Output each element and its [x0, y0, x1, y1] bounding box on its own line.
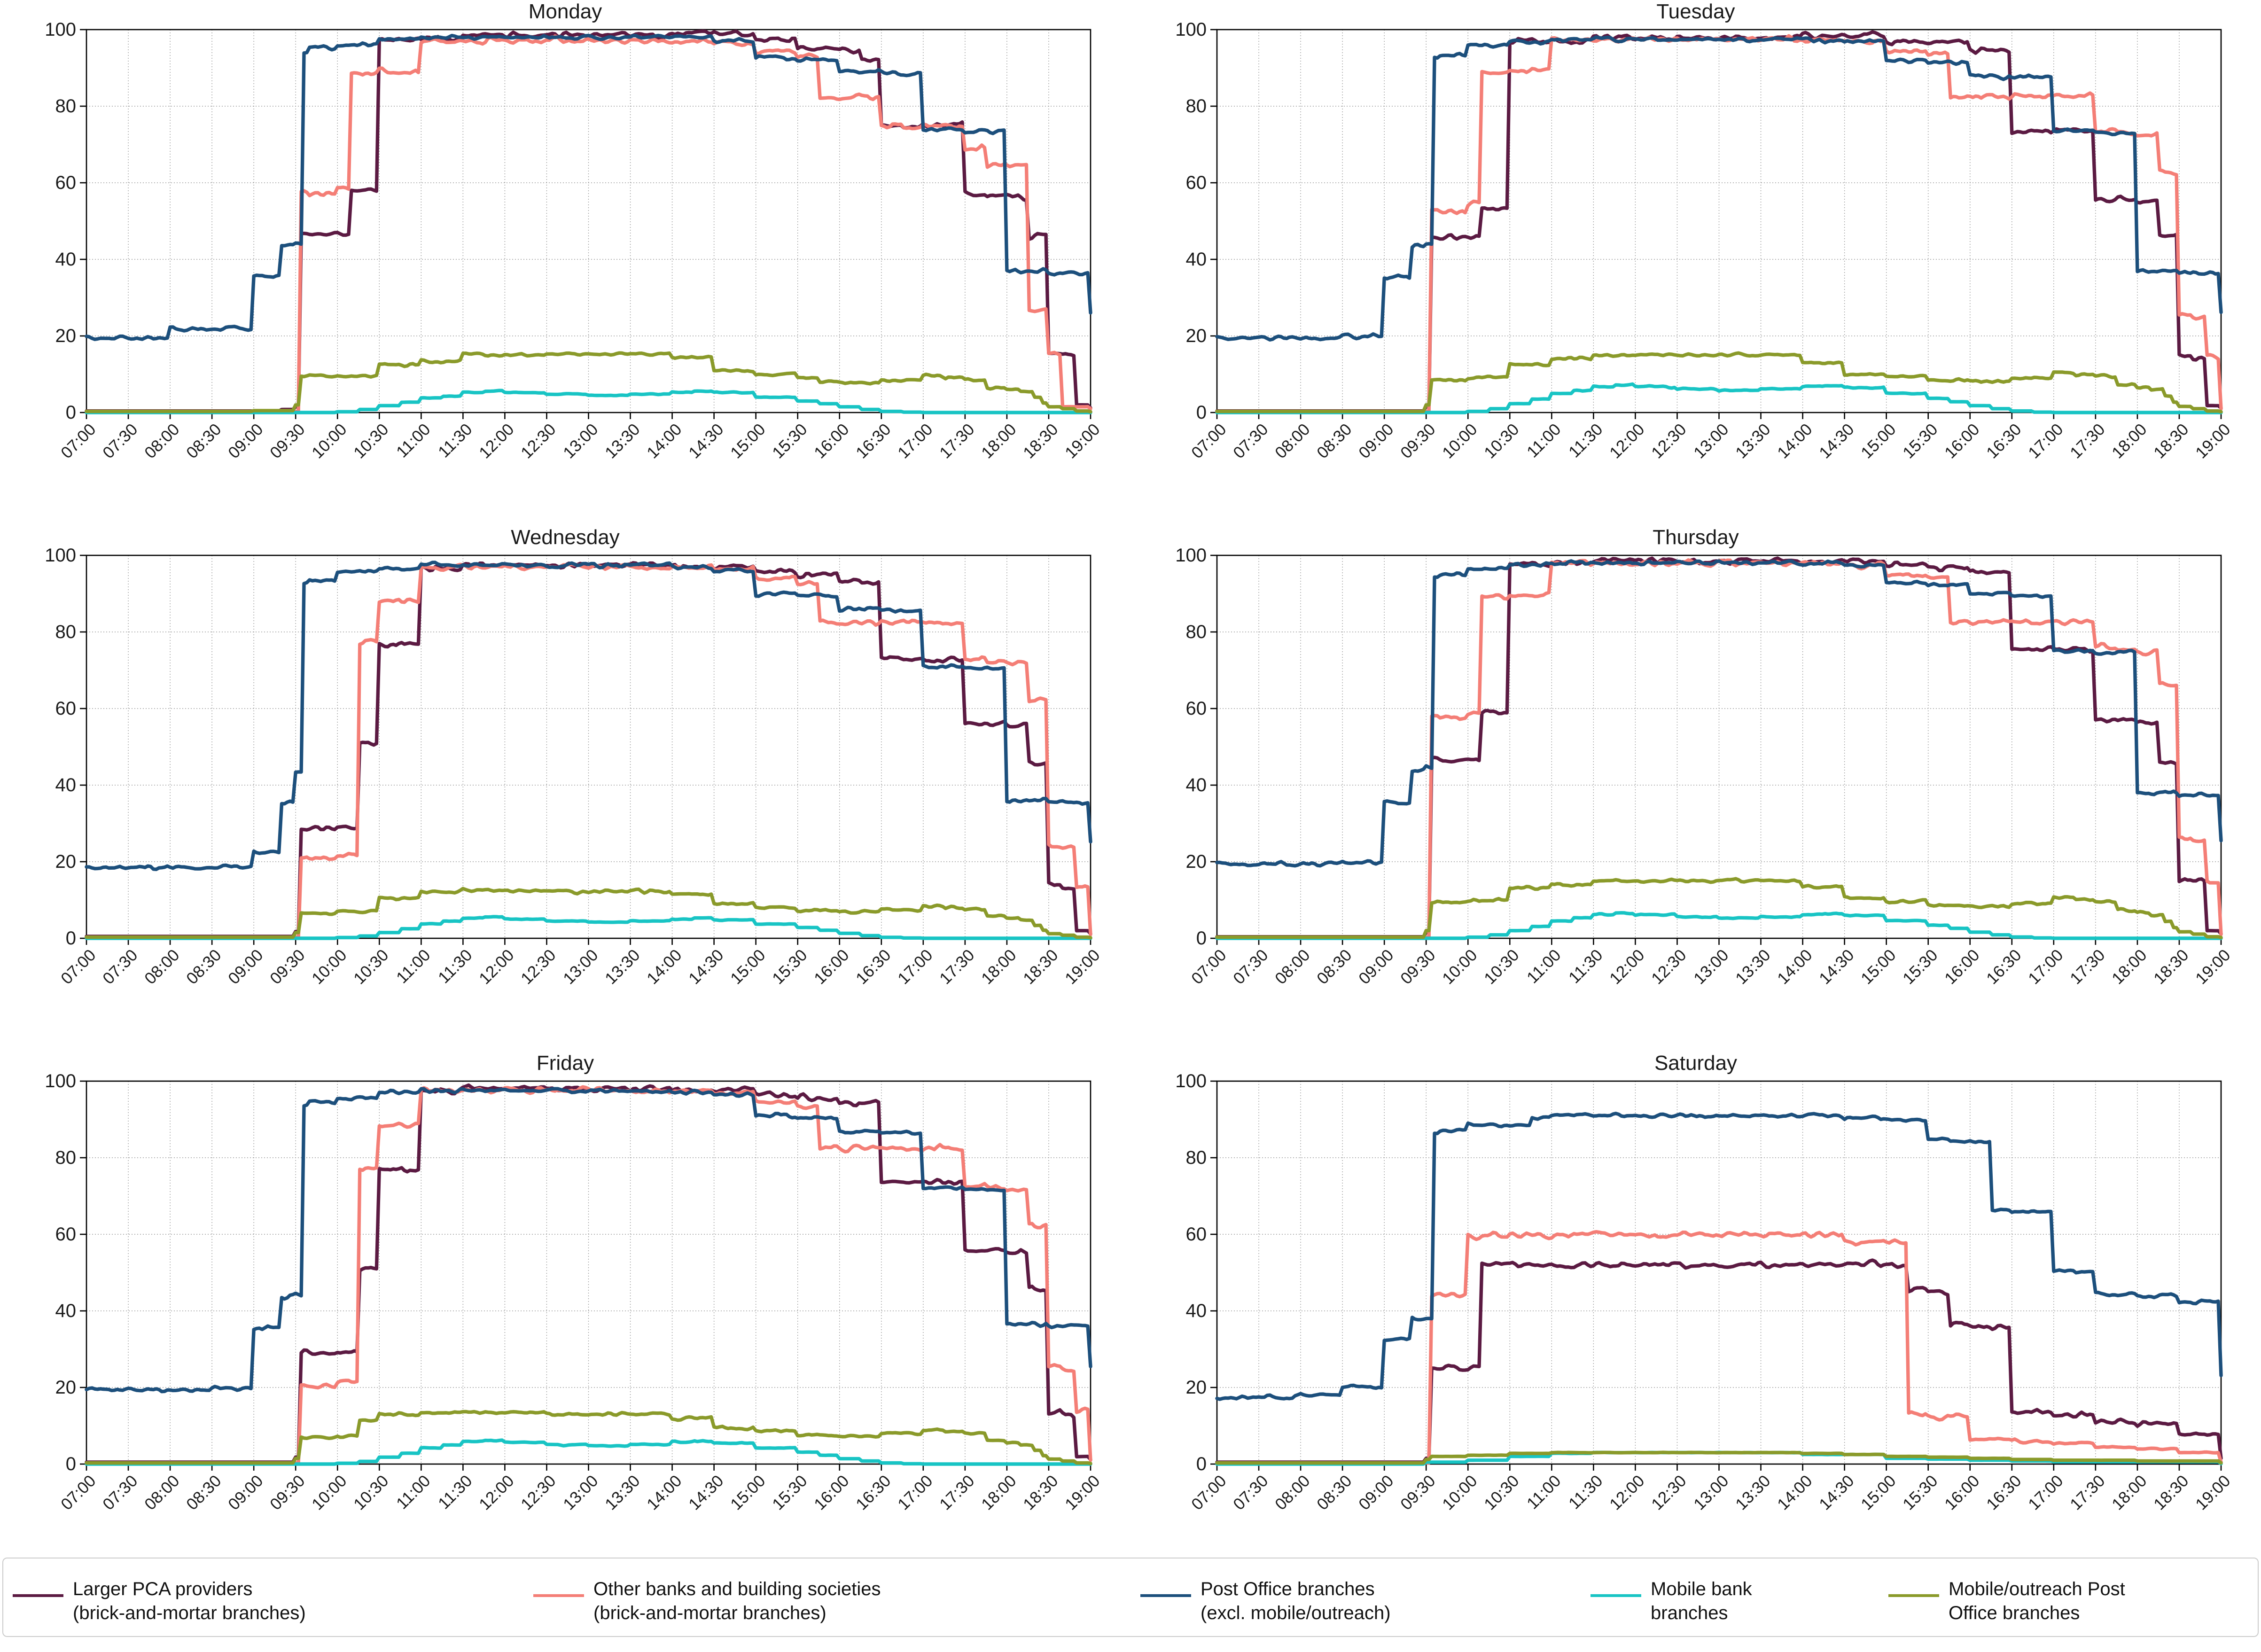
- svg-text:40: 40: [55, 775, 77, 795]
- svg-text:60: 60: [55, 698, 77, 719]
- svg-text:100: 100: [1175, 545, 1207, 566]
- svg-text:40: 40: [1186, 249, 1207, 270]
- svg-text:100: 100: [1175, 19, 1207, 40]
- svg-text:60: 60: [1186, 698, 1207, 719]
- svg-text:80: 80: [55, 96, 77, 117]
- svg-text:40: 40: [1186, 775, 1207, 795]
- svg-text:80: 80: [55, 622, 77, 642]
- svg-text:40: 40: [1186, 1301, 1207, 1321]
- svg-text:20: 20: [55, 851, 77, 872]
- svg-text:80: 80: [1186, 96, 1207, 117]
- svg-text:80: 80: [1186, 1147, 1207, 1168]
- svg-text:80: 80: [1186, 622, 1207, 642]
- svg-text:20: 20: [55, 326, 77, 346]
- svg-text:20: 20: [55, 1377, 77, 1398]
- svg-text:100: 100: [45, 545, 76, 566]
- svg-text:60: 60: [55, 1224, 77, 1245]
- svg-text:40: 40: [55, 1301, 77, 1321]
- svg-text:20: 20: [1186, 1377, 1207, 1398]
- svg-text:80: 80: [55, 1147, 77, 1168]
- svg-text:100: 100: [1175, 1071, 1207, 1091]
- svg-text:40: 40: [55, 249, 77, 270]
- svg-text:20: 20: [1186, 326, 1207, 346]
- svg-text:60: 60: [1186, 172, 1207, 193]
- svg-text:20: 20: [1186, 851, 1207, 872]
- svg-text:100: 100: [45, 1071, 76, 1091]
- svg-text:60: 60: [55, 172, 77, 193]
- svg-text:100: 100: [45, 19, 76, 40]
- svg-text:60: 60: [1186, 1224, 1207, 1245]
